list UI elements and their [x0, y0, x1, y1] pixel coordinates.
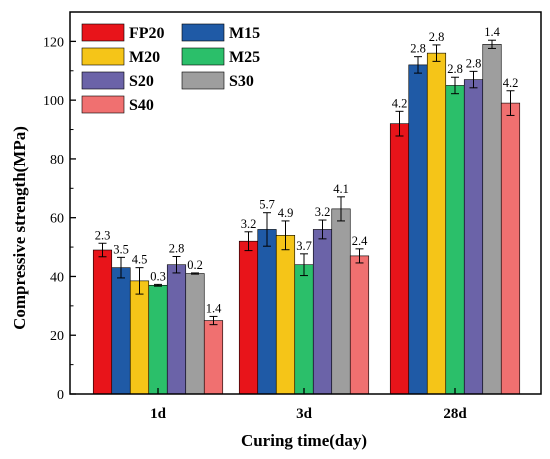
- bar-S30-1d: [185, 273, 205, 395]
- bar-M20-3d: [275, 235, 296, 395]
- bar-S40-28d: [500, 102, 521, 395]
- data-label: 2.8: [429, 30, 445, 44]
- bar-M25-3d: [294, 264, 314, 395]
- data-label: 1.4: [206, 301, 222, 315]
- bar-M25-28d: [445, 85, 465, 395]
- y-tick-label: 120: [43, 35, 64, 50]
- legend-label-M25: M25: [229, 49, 260, 66]
- data-label: 0.2: [187, 258, 203, 272]
- y-tick-label: 100: [43, 94, 64, 109]
- legend-swatch-M20: [81, 47, 125, 66]
- bar-S20-3d: [312, 229, 333, 395]
- data-label: 4.9: [278, 206, 294, 220]
- bar-S30-28d: [482, 44, 502, 395]
- data-label: 4.2: [503, 76, 519, 90]
- y-axis-title: Compressive strength(MPa): [10, 126, 29, 330]
- data-label: 2.8: [466, 56, 482, 70]
- data-label: 3.7: [296, 239, 312, 253]
- bar-M20-28d: [426, 52, 447, 395]
- legend-swatch-M15: [181, 23, 225, 42]
- data-label: 2.4: [352, 234, 368, 248]
- bar-FP20-28d: [389, 123, 410, 395]
- bar-S20-1d: [166, 264, 187, 395]
- legend-label-M20: M20: [129, 49, 160, 66]
- x-tick-label: 3d: [296, 406, 313, 422]
- legend-label-S30: S30: [229, 73, 254, 90]
- data-label: 4.5: [132, 253, 148, 267]
- data-label: 2.8: [410, 42, 426, 56]
- legend-swatch-S20: [81, 71, 125, 90]
- x-tick-label: 28d: [443, 406, 467, 422]
- bar-M25-1d: [148, 284, 168, 395]
- y-tick-label: 80: [50, 153, 64, 168]
- data-label: 2.3: [95, 228, 111, 242]
- x-tick-label: 1d: [150, 406, 167, 422]
- legend-label-S20: S20: [129, 73, 154, 90]
- data-labels-layer: 2.33.54.50.32.80.21.43.25.74.93.73.24.12…: [95, 25, 519, 315]
- legend-swatch-S30: [181, 71, 225, 90]
- data-label: 2.8: [169, 241, 185, 255]
- bar-M15-3d: [257, 229, 277, 395]
- bars-layer: [92, 39, 521, 395]
- x-axis-title: Curing time(day): [241, 431, 367, 450]
- legend-swatch-S40: [81, 95, 125, 114]
- legend-label-M15: M15: [229, 25, 260, 42]
- y-tick-label: 60: [50, 212, 64, 227]
- bar-FP20-3d: [238, 240, 259, 395]
- data-label: 0.3: [150, 269, 166, 283]
- data-label: 4.2: [392, 96, 408, 110]
- y-tick-label: 0: [57, 388, 64, 403]
- data-label: 3.2: [241, 217, 257, 231]
- legend-swatch-M25: [181, 47, 225, 66]
- legend: FP20 M15 M20 M25 S20 S30 S40: [81, 23, 260, 114]
- legend-label-S40: S40: [129, 97, 154, 114]
- bar-FP20-1d: [92, 249, 113, 395]
- bar-M20-1d: [129, 280, 150, 395]
- data-label: 5.7: [259, 198, 275, 212]
- bar-S40-3d: [349, 255, 370, 395]
- data-label: 2.8: [447, 62, 463, 76]
- axes-layer: 0 20 40 60 80 100 120 1d 3d 28d: [43, 11, 542, 422]
- bar-M15-28d: [408, 64, 428, 395]
- data-label: 4.1: [333, 182, 349, 196]
- y-tick-label: 40: [50, 270, 64, 285]
- bar-S40-1d: [203, 320, 224, 395]
- bar-S20-28d: [463, 79, 484, 395]
- legend-label-FP20: FP20: [129, 25, 165, 42]
- bar-S30-3d: [331, 208, 351, 395]
- data-label: 1.4: [484, 25, 500, 39]
- y-tick-label: 20: [50, 329, 64, 344]
- data-label: 3.2: [315, 205, 331, 219]
- plot-frame: [69, 11, 542, 395]
- legend-swatch-FP20: [81, 23, 125, 42]
- data-label: 3.5: [113, 242, 129, 256]
- bar-M15-1d: [111, 267, 131, 395]
